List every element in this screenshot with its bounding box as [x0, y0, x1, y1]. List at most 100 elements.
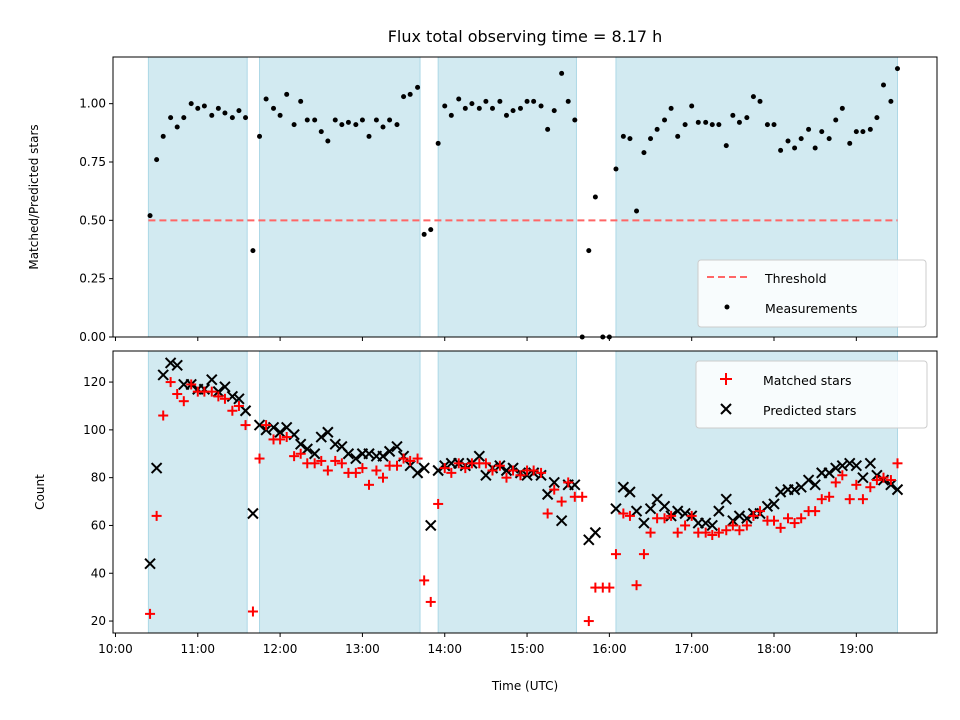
predicted-point — [315, 431, 327, 443]
matched-point — [508, 465, 519, 476]
measurement-point — [531, 98, 537, 104]
predicted-point — [206, 373, 218, 386]
matched-point — [330, 455, 341, 466]
measurement-point — [448, 112, 454, 118]
matched-point — [878, 472, 889, 483]
measurement-point — [792, 145, 798, 151]
measurement-point — [538, 103, 544, 109]
matched-point — [659, 513, 670, 524]
predicted-point — [150, 462, 163, 474]
matched-point — [178, 396, 189, 407]
predicted-point — [761, 500, 774, 513]
matched-point — [892, 458, 903, 469]
measurement-point — [277, 112, 283, 118]
measurement-point — [826, 136, 832, 142]
y-tick-label: 0.75 — [79, 155, 106, 169]
x-tick-label: 11:00 — [180, 642, 215, 656]
measurement-point — [819, 129, 825, 135]
measurement-point — [592, 194, 598, 200]
matched-point — [775, 522, 786, 533]
measurement-point — [524, 98, 530, 104]
measurement-point — [469, 101, 475, 107]
matched-point — [275, 434, 286, 445]
measurement-point — [380, 124, 386, 130]
matched-point — [631, 580, 642, 591]
predicted-point — [541, 488, 554, 501]
measurement-point — [620, 133, 626, 139]
measurement-point — [174, 124, 180, 130]
predicted-point — [144, 557, 156, 570]
matched-point — [528, 465, 539, 476]
measurement-point — [833, 117, 839, 123]
y-tick-label: 100 — [83, 423, 106, 437]
x-axis-label: Time (UTC) — [491, 679, 558, 693]
matched-point — [666, 510, 677, 521]
matched-point — [556, 496, 567, 507]
x-tick-label: 17:00 — [674, 642, 709, 656]
legend-threshold-label: Threshold — [764, 271, 827, 286]
matched-point — [316, 455, 327, 466]
legend-matched-label: Matched stars — [763, 373, 851, 388]
measurement-point — [366, 133, 372, 139]
bottom-legend: Matched stars Predicted stars — [695, 360, 928, 429]
measurement-point — [668, 105, 674, 111]
measurement-point — [812, 145, 818, 151]
matched-point — [261, 420, 272, 431]
measurement-point — [353, 122, 359, 128]
matched-point — [755, 506, 766, 517]
matched-point — [289, 451, 300, 462]
matched-point — [851, 479, 862, 490]
predicted-point — [624, 486, 636, 498]
measurement-point — [291, 122, 297, 128]
top-legend-box — [697, 259, 927, 328]
matched-point — [542, 508, 553, 519]
measurement-point — [785, 138, 791, 144]
matched-point — [624, 510, 635, 521]
predicted-point — [342, 448, 355, 460]
matched-point — [618, 508, 629, 519]
measurement-point — [517, 105, 523, 111]
predicted-point — [500, 464, 513, 477]
measurement-point — [648, 136, 654, 142]
measurement-point — [675, 133, 681, 139]
matched-point — [837, 470, 848, 481]
measurement-point — [263, 96, 269, 102]
matched-point — [254, 453, 265, 464]
measurement-point — [394, 122, 400, 128]
measurement-point — [312, 117, 318, 123]
measurement-point — [476, 105, 482, 111]
predicted-point — [294, 438, 307, 450]
matched-point — [233, 400, 244, 411]
observing-window — [437, 350, 577, 634]
matched-point — [322, 465, 333, 476]
matched-point — [247, 606, 258, 617]
count-panel: 20 40 60 80 100 120 10:00 11:00 12:00 13:00 14:00… — [33, 350, 938, 693]
measurement-point — [160, 133, 166, 139]
matched-point — [885, 475, 896, 486]
legend-predicted-label: Predicted stars — [763, 403, 856, 418]
predicted-point — [891, 483, 904, 496]
matched-point — [371, 465, 382, 476]
legend-measurement-swatch — [724, 304, 730, 310]
predicted-point — [788, 483, 801, 496]
measurement-point — [586, 248, 592, 254]
matched-point — [186, 379, 197, 390]
matched-point — [577, 491, 588, 502]
top-y-ticks: 0.00 0.25 0.50 0.75 1.00 — [79, 97, 113, 344]
matched-point — [583, 616, 594, 627]
predicted-point — [363, 448, 375, 460]
measurement-point — [325, 138, 331, 144]
predicted-point — [171, 359, 183, 372]
matched-point — [364, 479, 375, 490]
x-tick-label: 14:00 — [427, 642, 462, 656]
measurement-point — [339, 122, 345, 128]
measurement-point — [298, 98, 304, 104]
measurement-point — [209, 112, 215, 118]
predicted-point — [671, 505, 684, 517]
predicted-point — [844, 457, 856, 470]
measurement-point — [236, 108, 242, 114]
matched-point — [219, 393, 230, 404]
predicted-point — [548, 476, 560, 489]
bottom-y-axis-label: Count — [33, 474, 47, 510]
measurement-point — [407, 91, 413, 97]
